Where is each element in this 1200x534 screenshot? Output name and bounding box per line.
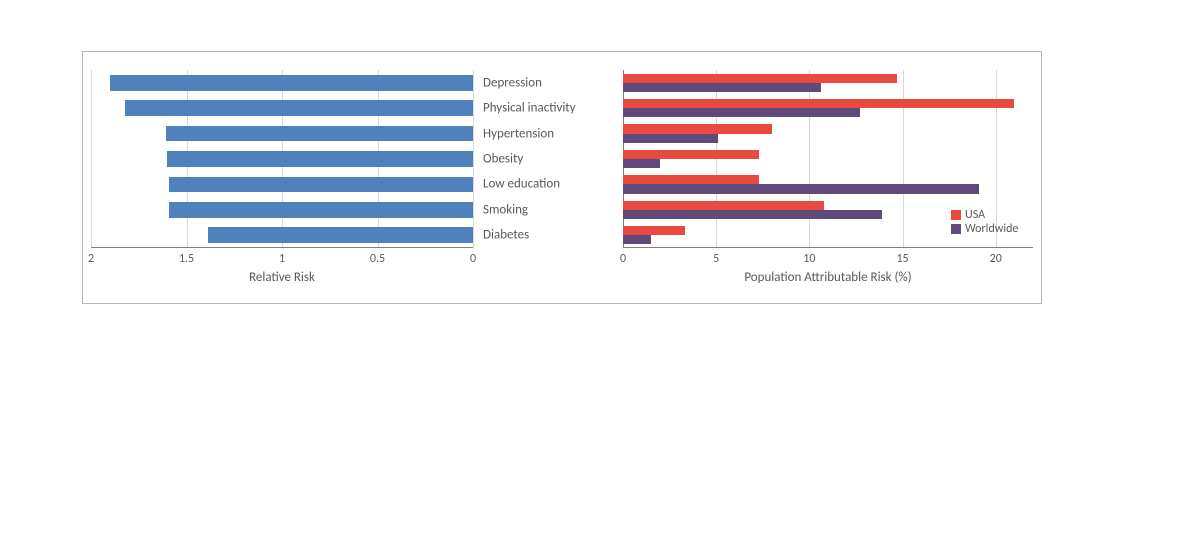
par-bar-worldwide [623,159,660,168]
relative-risk-bar [125,100,473,116]
legend-item-usa: USA [951,208,1018,222]
category-label: Low education [483,177,615,192]
par-bar-worldwide [623,83,821,92]
left-x-tick-label: 1.5 [179,252,194,266]
relative-risk-bar [208,227,473,243]
right-gridline [903,70,904,248]
left-x-tick-label: 0 [470,252,476,266]
relative-risk-bar [166,126,474,142]
left-x-tick-label: 0.5 [370,252,385,266]
relative-risk-bar [167,151,473,167]
legend-item-worldwide: Worldwide [951,222,1018,236]
par-bar-usa [623,175,759,184]
par-bar-worldwide [623,184,979,193]
right-gridline [716,70,717,248]
right-x-axis-line [623,247,1033,248]
par-bar-usa [623,124,772,133]
left-gridline [91,70,92,248]
right-x-tick-label: 0 [620,252,626,266]
left-x-axis-line [91,247,473,248]
legend-swatch-icon [951,210,961,220]
left-axis-title: Relative Risk [91,270,473,285]
legend: USAWorldwide [951,208,1018,236]
right-x-tick-label: 15 [896,252,908,266]
right-axis-title: Population Attributable Risk (%) [623,270,1033,285]
par-bar-usa [623,226,685,235]
right-x-tick-label: 5 [713,252,719,266]
legend-swatch-icon [951,224,961,234]
par-bar-worldwide [623,235,651,244]
par-bar-usa [623,74,897,83]
relative-risk-bar [110,75,473,91]
par-bar-worldwide [623,134,718,143]
left-chart-plot-area [91,70,473,248]
category-label: Physical inactivity [483,101,615,116]
category-label: Smoking [483,202,615,217]
legend-label: USA [965,208,985,222]
category-label: Depression [483,75,615,90]
par-bar-usa [623,150,759,159]
left-x-tick-label: 2 [88,252,94,266]
left-gridline [473,70,474,248]
left-x-tick-label: 1 [279,252,285,266]
par-bar-usa [623,99,1014,108]
category-label: Diabetes [483,228,615,243]
category-label: Obesity [483,152,615,167]
right-x-tick-label: 20 [990,252,1002,266]
relative-risk-bar [169,202,473,218]
par-bar-worldwide [623,108,860,117]
figure-frame: Relative Risk Population Attributable Ri… [82,51,1042,304]
right-gridline [809,70,810,248]
par-bar-usa [623,201,824,210]
relative-risk-bar [169,177,473,193]
right-x-tick-label: 10 [803,252,815,266]
par-bar-worldwide [623,210,882,219]
category-label: Hypertension [483,126,615,141]
legend-label: Worldwide [965,222,1018,236]
